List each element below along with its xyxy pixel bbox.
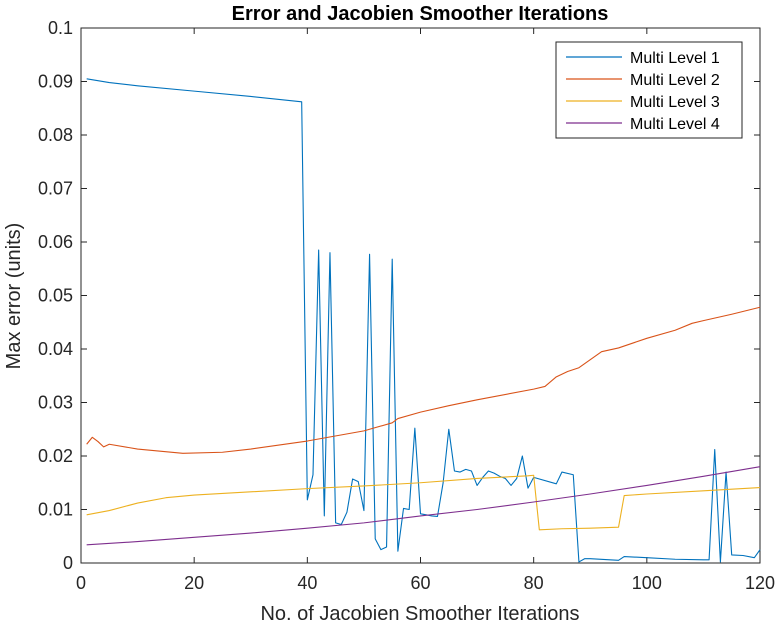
plot-area: 0 20 40 60 80 100 120 0 0.01 0.02 0.03 0.04 0.05 0.06… <box>38 18 775 593</box>
legend-box <box>555 41 743 139</box>
x-tick-label: 20 <box>184 573 204 593</box>
legend-label: Multi Level 3 <box>630 94 720 111</box>
legend-label: Multi Level 4 <box>630 116 720 133</box>
legend-label: Multi Level 2 <box>630 72 720 89</box>
y-tick-label: 0.04 <box>38 339 73 359</box>
y-tick-label: 0.02 <box>38 446 73 466</box>
series-line-4 <box>86 466 761 546</box>
series-line-3 <box>86 474 761 531</box>
x-tick-label: 0 <box>76 573 86 593</box>
y-tick-label: 0.06 <box>38 232 73 252</box>
x-tick-label: 120 <box>745 573 775 593</box>
series-line-1 <box>86 78 761 563</box>
x-tick-label: 60 <box>410 573 430 593</box>
y-axis-title: Max error (units) <box>3 223 25 370</box>
x-tick-label: 80 <box>524 573 544 593</box>
x-tick-label: 100 <box>632 573 662 593</box>
x-axis-title: No. of Jacobien Smoother Iterations <box>260 603 579 625</box>
legend-label: Multi Level 1 <box>630 50 720 67</box>
y-tick-label: 0.03 <box>38 393 73 413</box>
y-tick-label: 0.1 <box>48 18 73 38</box>
y-tick-label: 0.05 <box>38 286 73 306</box>
y-tick-label: 0.07 <box>38 179 73 199</box>
y-tick-label: 0.09 <box>38 72 73 92</box>
y-tick-label: 0 <box>63 553 73 573</box>
y-tick-label: 0.08 <box>38 125 73 145</box>
y-tick-label: 0.01 <box>38 500 73 520</box>
x-tick-label: 40 <box>297 573 317 593</box>
series-line-2 <box>86 306 761 454</box>
chart-title: Error and Jacobien Smoother Iterations <box>232 3 609 25</box>
